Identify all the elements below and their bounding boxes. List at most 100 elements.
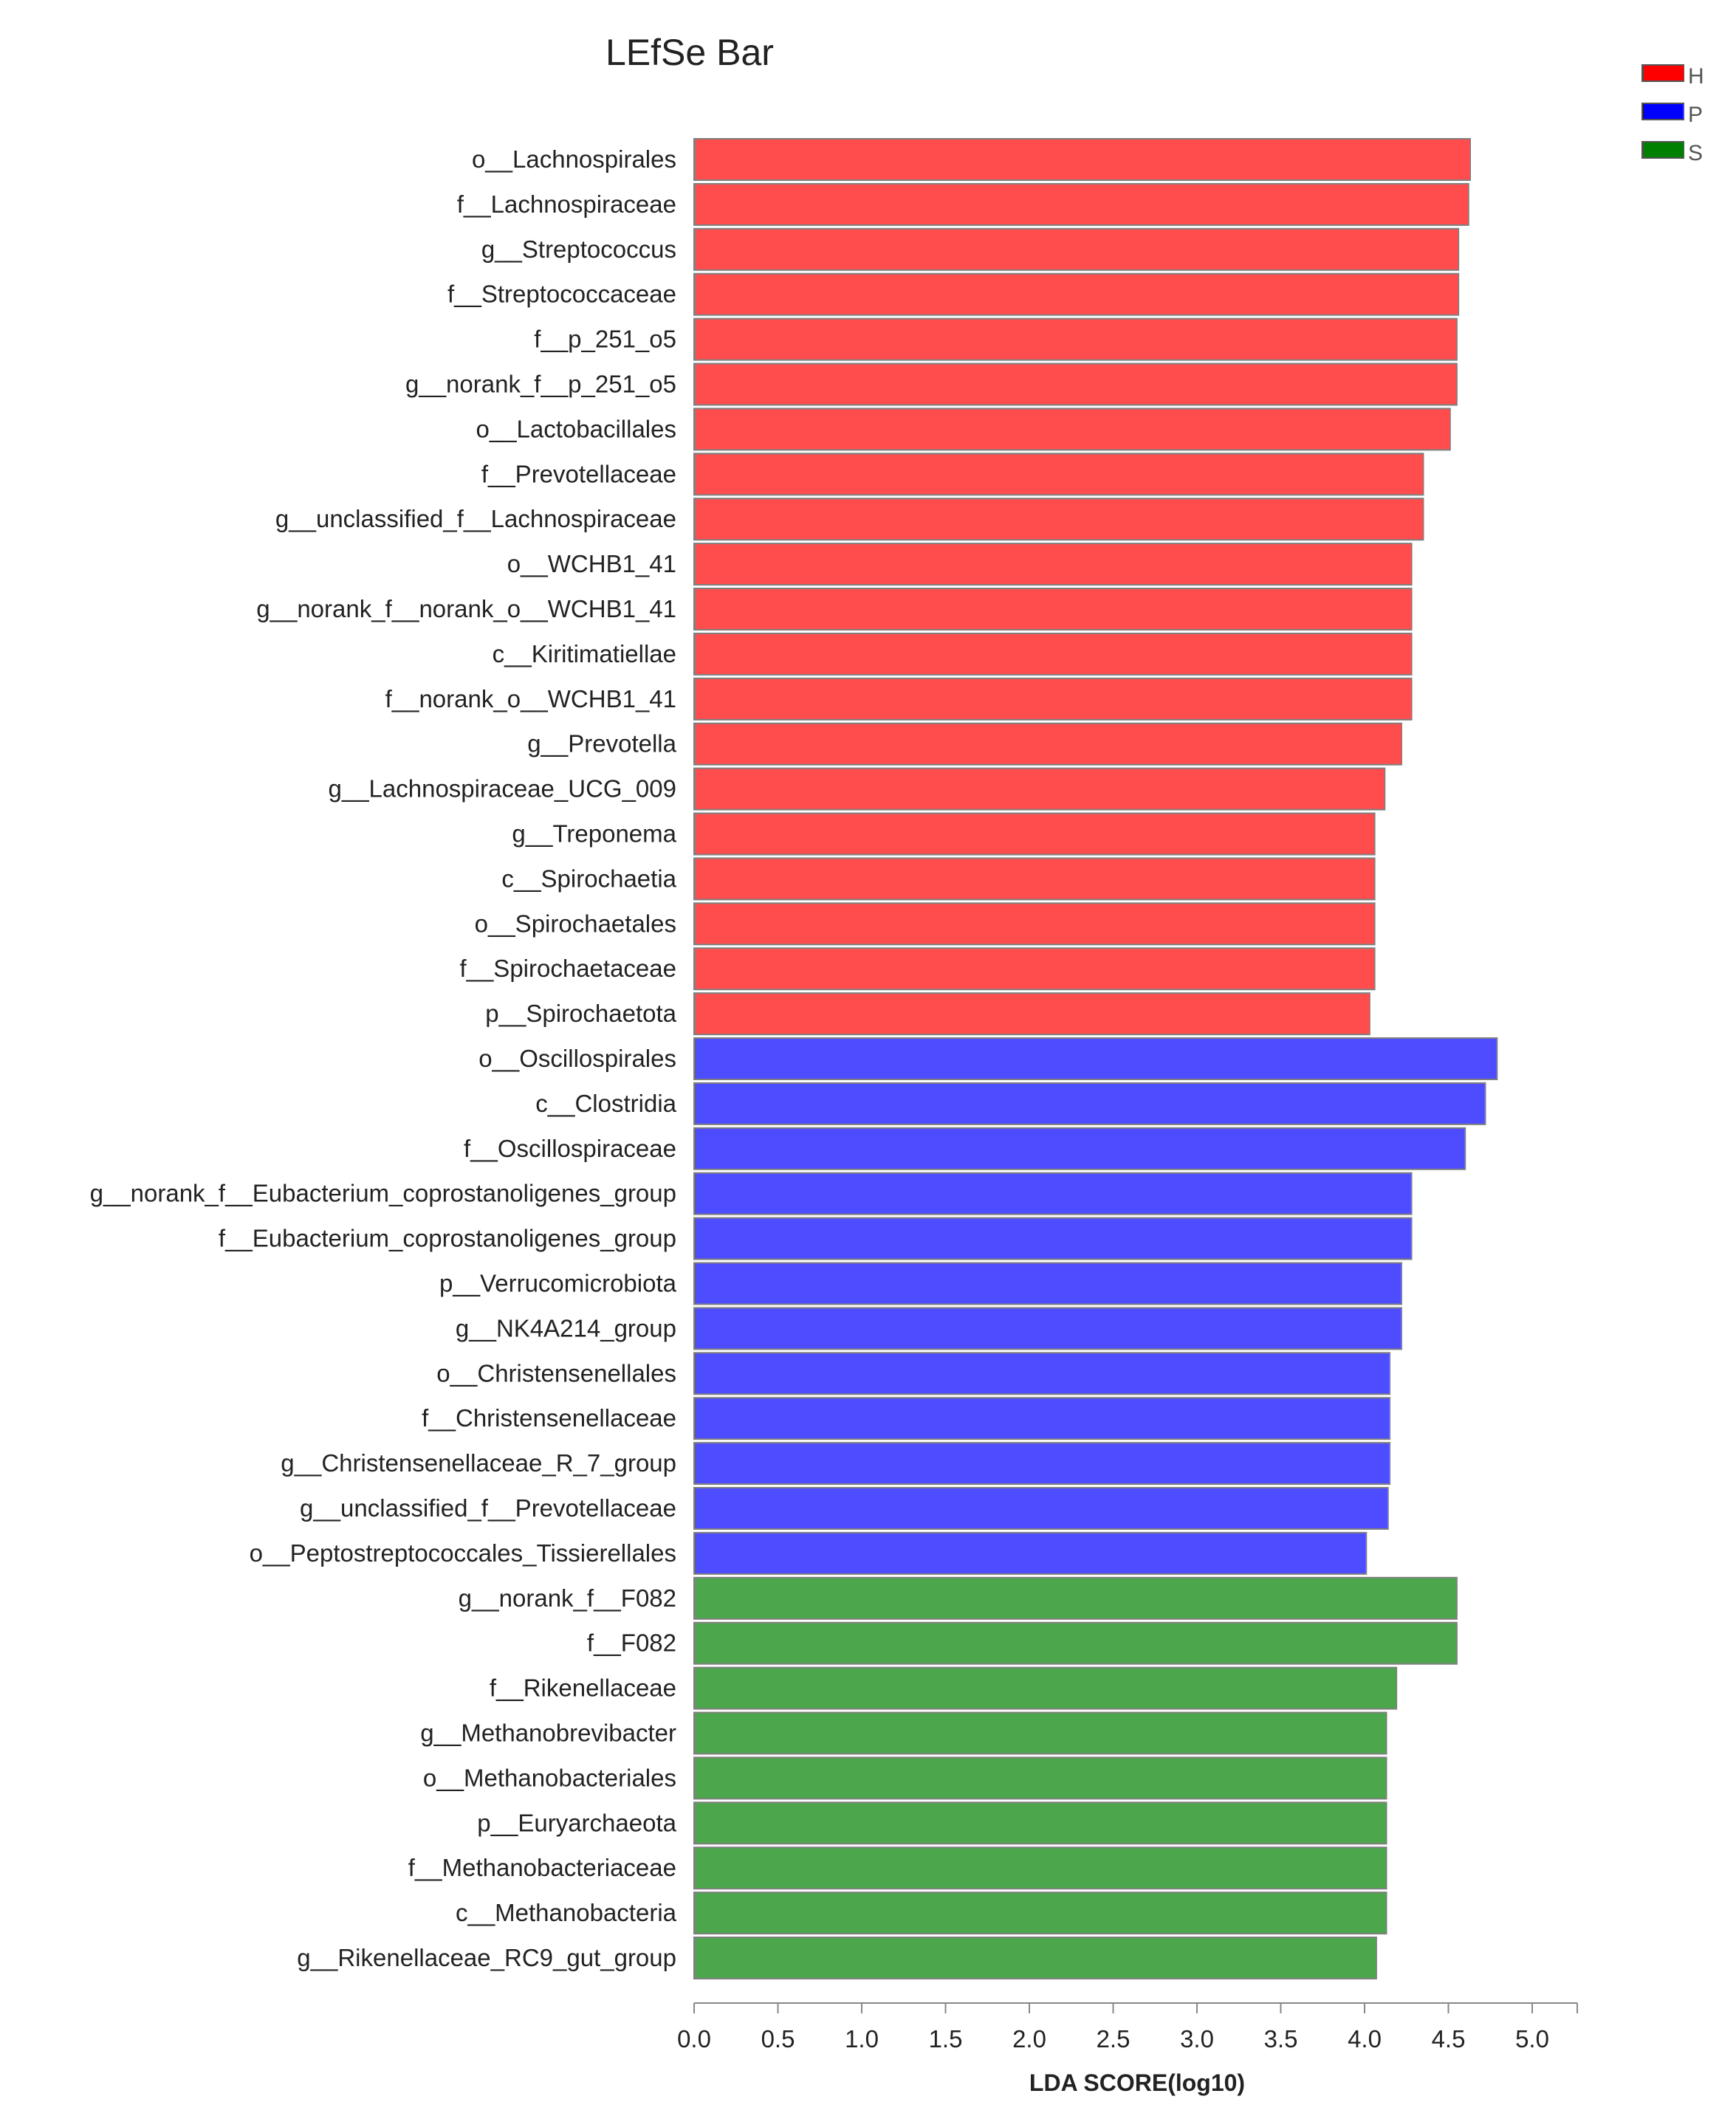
category-label: g__norank_f__norank_o__WCHB1_41 xyxy=(256,595,676,622)
category-label: c__Spirochaetia xyxy=(501,865,676,892)
bar-37 xyxy=(693,1756,1387,1800)
bar-24 xyxy=(693,1172,1413,1215)
category-label: f__Streptococcaceae xyxy=(447,281,676,308)
bar-31 xyxy=(693,1487,1389,1530)
x-axis-title: LDA SCORE(log10) xyxy=(1029,2069,1245,2096)
x-tick-label: 3.0 xyxy=(1180,2025,1214,2053)
bar-26 xyxy=(693,1262,1402,1305)
x-axis: 0.0 0.5 1.0 1.5 2.0 2.5 3.0 3.5 4.0 4.5 5.0 xyxy=(677,2002,1578,2053)
bar-12 xyxy=(693,632,1413,676)
category-label: f__Prevotellaceae xyxy=(481,460,676,487)
category-label: g__Streptococcus xyxy=(481,236,676,263)
x-tick-label: 3.5 xyxy=(1264,2025,1298,2053)
category-label: f__Lachnospiraceae xyxy=(457,190,676,218)
bar-35 xyxy=(693,1666,1398,1710)
bar-15 xyxy=(693,767,1386,811)
category-label: f__Spirochaetaceae xyxy=(459,955,676,982)
legend-swatch-s xyxy=(1641,141,1684,159)
category-label: f__Rikenellaceae xyxy=(490,1674,676,1702)
category-label: o__Lactobacillales xyxy=(476,415,676,442)
bar-38 xyxy=(693,1801,1387,1845)
bar-14 xyxy=(693,722,1402,766)
category-label: g__Christensenellaceae_R_7_group xyxy=(281,1449,676,1477)
category-label: o__WCHB1_41 xyxy=(507,550,676,577)
category-label: g__unclassified_f__Lachnospiraceae xyxy=(275,505,676,532)
x-tick-label: 0.0 xyxy=(677,2025,711,2053)
bar-9 xyxy=(693,498,1424,541)
chart-title: LEfSe Bar xyxy=(605,32,774,73)
category-label: g__norank_f__F082 xyxy=(459,1584,676,1612)
bar-18 xyxy=(693,902,1376,946)
bar-11 xyxy=(693,588,1413,631)
legend-label-s: S xyxy=(1688,141,1703,165)
category-label: o__Spirochaetales xyxy=(475,910,676,937)
category-label: f__norank_o__WCHB1_41 xyxy=(385,685,676,712)
bar-6 xyxy=(693,363,1458,406)
category-label: o__Peptostreptococcales_Tissierellales xyxy=(250,1539,676,1567)
category-label: g__norank_f__Eubacterium_coprostanoligen… xyxy=(90,1180,676,1207)
category-label: g__Rikenellaceae_RC9_gut_group xyxy=(297,1944,676,1971)
category-label: c__Kiritimatiellae xyxy=(493,640,676,667)
bar-19 xyxy=(693,947,1376,991)
bar-8 xyxy=(693,453,1424,496)
bar-3 xyxy=(693,227,1460,271)
legend-label-h: H xyxy=(1688,64,1704,89)
category-label: g__Methanobrevibacter xyxy=(420,1720,676,1747)
bar-25 xyxy=(693,1217,1413,1260)
category-label: o__Oscillospirales xyxy=(478,1045,676,1072)
legend-swatch-p xyxy=(1641,103,1684,120)
category-label: g__Treponema xyxy=(512,820,676,848)
legend-swatch-h xyxy=(1641,64,1684,82)
bar-34 xyxy=(693,1621,1458,1665)
bar-4 xyxy=(693,272,1460,316)
x-tick-label: 0.5 xyxy=(761,2025,795,2053)
x-tick-label: 1.5 xyxy=(929,2025,963,2053)
bar-32 xyxy=(693,1531,1368,1575)
x-tick-label: 2.5 xyxy=(1097,2025,1131,2053)
category-label: c__Methanobacteria xyxy=(456,1899,677,1926)
x-tick-label: 1.0 xyxy=(845,2025,879,2053)
bar-33 xyxy=(693,1576,1458,1620)
category-label: f__Methanobacteriaceae xyxy=(408,1854,676,1881)
category-label: o__Methanobacteriales xyxy=(423,1764,676,1791)
category-label: o__Lachnospirales xyxy=(472,145,676,173)
legend: HPS xyxy=(1641,64,1704,165)
category-label: g__norank_f__p_251_o5 xyxy=(405,371,676,398)
category-label: f__Eubacterium_coprostanoligenes_group xyxy=(219,1225,676,1252)
category-label: g__Lachnospiraceae_UCG_009 xyxy=(328,775,676,803)
category-label: p__Spirochaetota xyxy=(485,1000,676,1027)
bar-2 xyxy=(693,182,1469,226)
category-label: f__p_251_o5 xyxy=(534,326,676,353)
bar-22 xyxy=(693,1082,1486,1125)
bar-39 xyxy=(693,1847,1387,1890)
bar-13 xyxy=(693,677,1413,721)
category-label: p__Euryarchaeota xyxy=(477,1809,676,1836)
category-label: g__Prevotella xyxy=(527,730,676,758)
bar-20 xyxy=(693,992,1370,1036)
bar-5 xyxy=(693,317,1458,361)
bar-23 xyxy=(693,1127,1466,1170)
bar-16 xyxy=(693,812,1376,856)
x-tick-label: 4.0 xyxy=(1348,2025,1382,2053)
category-labels: o__Lachnospirales f__Lachnospiraceae g__St… xyxy=(90,145,677,1971)
category-label: f__Christensenellaceae xyxy=(422,1404,676,1432)
category-label: f__Oscillospiraceae xyxy=(464,1135,676,1162)
x-tick-label: 2.0 xyxy=(1012,2025,1046,2053)
category-label: c__Clostridia xyxy=(535,1090,676,1117)
bar-36 xyxy=(693,1711,1387,1755)
category-label: g__NK4A214_group xyxy=(456,1314,676,1342)
category-label: f__F082 xyxy=(587,1629,676,1657)
bar-30 xyxy=(693,1442,1391,1485)
bar-10 xyxy=(693,543,1413,586)
x-tick-label: 4.5 xyxy=(1432,2025,1466,2053)
x-tick-label: 5.0 xyxy=(1515,2025,1549,2053)
bar-1 xyxy=(693,138,1472,181)
legend-label-p: P xyxy=(1688,103,1703,127)
bar-21 xyxy=(693,1037,1498,1080)
bars xyxy=(693,138,1498,1979)
bar-41 xyxy=(693,1937,1377,1979)
bar-7 xyxy=(693,408,1451,451)
bar-17 xyxy=(693,857,1376,901)
category-label: g__unclassified_f__Prevotellaceae xyxy=(300,1494,676,1522)
